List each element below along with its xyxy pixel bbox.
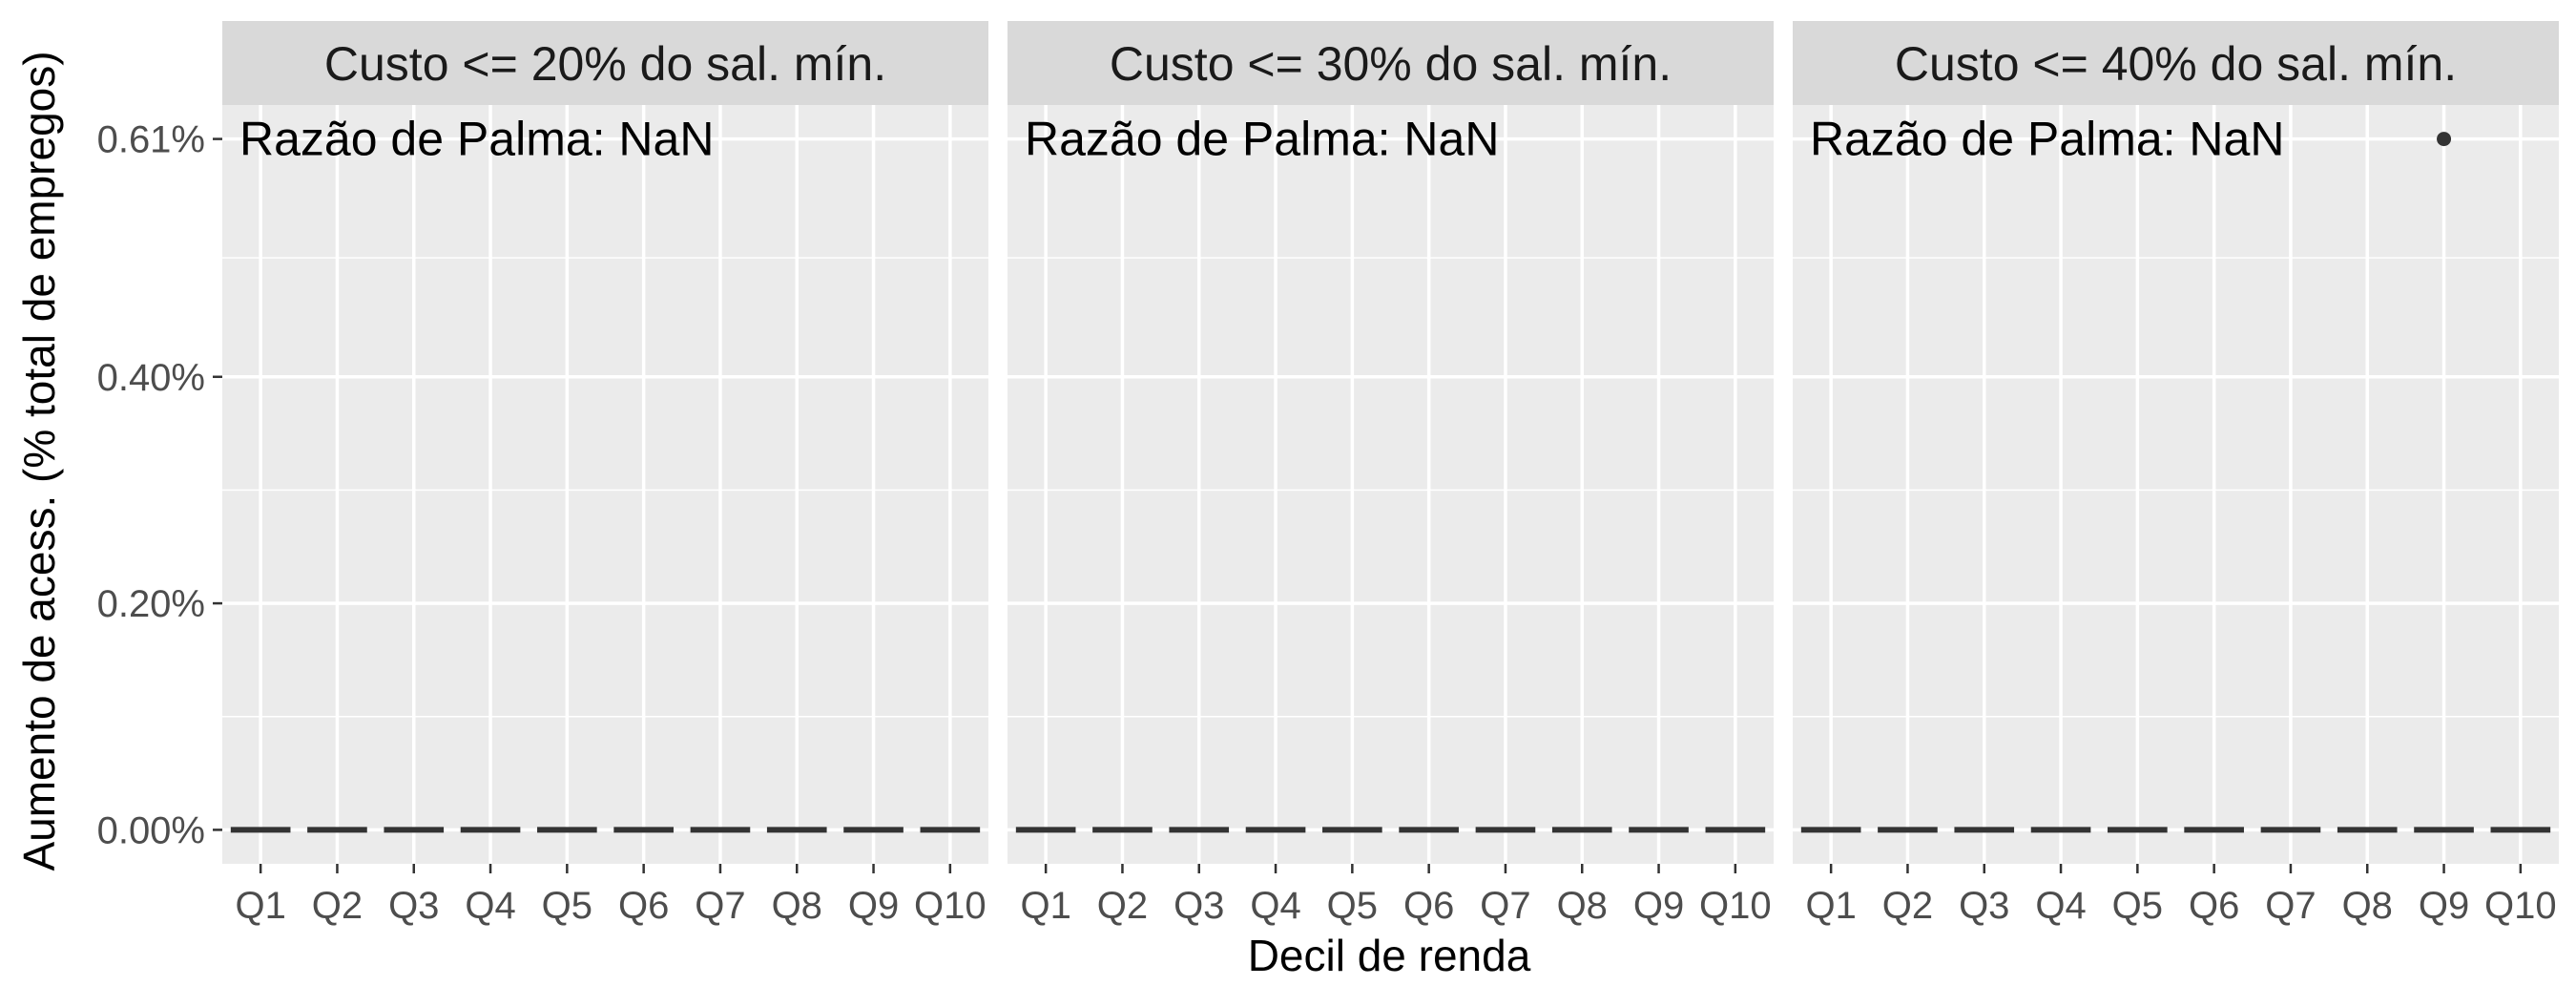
x-tick-label: Q3 bbox=[1959, 885, 2009, 927]
x-tick-label: Q1 bbox=[235, 885, 285, 927]
x-tick-label: Q3 bbox=[1174, 885, 1224, 927]
x-axis-title: Decil de renda bbox=[1248, 931, 1531, 980]
facet-title: Custo <= 40% do sal. mín. bbox=[1895, 37, 2457, 91]
facet-strip bbox=[1793, 21, 2559, 105]
palma-ratio-annotation: Razão de Palma: NaN bbox=[1810, 113, 2284, 166]
x-tick-label: Q7 bbox=[2265, 885, 2316, 927]
y-tick-label: 0.00% bbox=[97, 809, 205, 851]
x-tick-label: Q1 bbox=[1020, 885, 1070, 927]
palma-ratio-annotation: Razão de Palma: NaN bbox=[1025, 113, 1499, 166]
plot-background bbox=[222, 105, 988, 864]
palma-ratio-annotation: Razão de Palma: NaN bbox=[239, 113, 714, 166]
y-axis-title: Aumento de acess. (% total de empregos) bbox=[14, 51, 64, 871]
plot-background bbox=[1793, 105, 2559, 864]
x-tick-label: Q8 bbox=[1557, 885, 1608, 927]
x-tick-label: Q2 bbox=[312, 885, 363, 927]
facet-panel-3: Custo <= 40% do sal. mín. Razão de Palma:… bbox=[1793, 21, 2559, 927]
plot-background bbox=[1008, 105, 1774, 864]
x-tick-label: Q4 bbox=[2035, 885, 2086, 927]
x-tick-label: Q9 bbox=[848, 885, 899, 927]
x-tick-label: Q5 bbox=[1327, 885, 1378, 927]
x-tick-label: Q10 bbox=[1699, 885, 1772, 927]
panels-layer: Custo <= 20% do sal. mín. Razão de Palma:… bbox=[222, 21, 2559, 927]
x-tick-label: Q7 bbox=[1480, 885, 1530, 927]
x-tick-label: Q5 bbox=[542, 885, 592, 927]
facet-strip bbox=[1008, 21, 1774, 105]
facet-panel-2: Custo <= 30% do sal. mín. Razão de Palma:… bbox=[1008, 21, 1774, 927]
x-tick-label: Q10 bbox=[2484, 885, 2557, 927]
x-tick-label: Q8 bbox=[2342, 885, 2393, 927]
facet-panel-1: Custo <= 20% do sal. mín. Razão de Palma:… bbox=[222, 21, 988, 927]
x-tick-label: Q6 bbox=[1403, 885, 1454, 927]
x-tick-label: Q4 bbox=[465, 885, 515, 927]
x-tick-label: Q2 bbox=[1097, 885, 1148, 927]
facet-title: Custo <= 30% do sal. mín. bbox=[1110, 37, 1672, 91]
x-tick-label: Q3 bbox=[388, 885, 439, 927]
outlier-point bbox=[2437, 132, 2452, 147]
facet-strip bbox=[222, 21, 988, 105]
x-tick-label: Q5 bbox=[2112, 885, 2163, 927]
x-tick-label: Q4 bbox=[1250, 885, 1300, 927]
x-tick-label: Q6 bbox=[618, 885, 669, 927]
x-tick-label: Q10 bbox=[914, 885, 987, 927]
y-axis: 0.00% 0.20% 0.40% 0.61% bbox=[97, 119, 222, 851]
facet-title: Custo <= 20% do sal. mín. bbox=[324, 37, 886, 91]
x-tick-label: Q9 bbox=[1633, 885, 1684, 927]
y-tick-label: 0.40% bbox=[97, 357, 205, 399]
x-tick-label: Q6 bbox=[2189, 885, 2239, 927]
x-tick-label: Q8 bbox=[772, 885, 822, 927]
x-tick-label: Q9 bbox=[2419, 885, 2469, 927]
x-tick-label: Q2 bbox=[1882, 885, 1933, 927]
y-tick-label: 0.61% bbox=[97, 119, 205, 161]
y-tick-label: 0.20% bbox=[97, 583, 205, 625]
x-tick-label: Q7 bbox=[695, 885, 745, 927]
x-tick-label: Q1 bbox=[1805, 885, 1856, 927]
